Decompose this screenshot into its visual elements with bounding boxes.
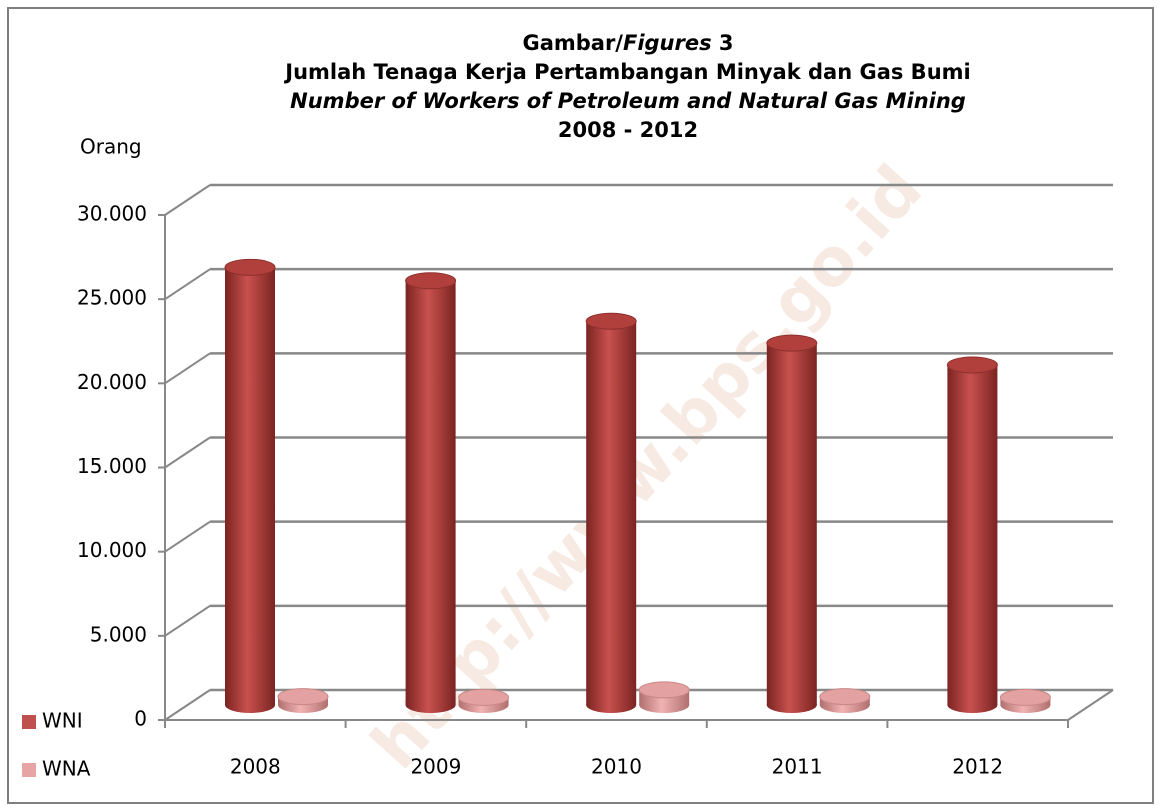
y-tick-label: 30.000 xyxy=(77,202,147,226)
grid-line xyxy=(164,436,211,469)
x-tick-label: 2008 xyxy=(230,755,281,779)
legend-swatch xyxy=(22,715,36,729)
chart-title: Gambar/Figures 3 xyxy=(522,31,733,55)
bar-top xyxy=(405,272,457,290)
bar-top xyxy=(819,688,871,706)
y-tick-label: 5.000 xyxy=(90,622,147,646)
legend-label: WNI xyxy=(42,709,83,733)
title-part: Figures xyxy=(623,31,712,55)
y-tick-label: 10.000 xyxy=(77,538,147,562)
title-part: Gambar/ xyxy=(522,31,623,55)
bar-top xyxy=(458,688,510,706)
title-part: 3 xyxy=(712,31,734,55)
grid-line xyxy=(164,184,211,216)
bar xyxy=(225,267,275,705)
bar xyxy=(405,280,456,705)
y-tick-label: 15.000 xyxy=(77,454,147,478)
x-tick-label: 2012 xyxy=(952,755,1003,779)
chart-title: Jumlah Tenaga Kerja Pertambangan Minyak … xyxy=(283,60,970,84)
bar-top xyxy=(999,688,1051,706)
bar-top xyxy=(766,334,818,352)
bar xyxy=(947,364,998,705)
grid-line xyxy=(164,605,211,637)
bar-top xyxy=(946,356,998,374)
bar-top xyxy=(277,688,329,706)
grid-line xyxy=(164,689,211,721)
bar-top xyxy=(585,312,637,330)
chart-title: Number of Workers of Petroleum and Natur… xyxy=(290,89,966,113)
chart-title: 2008 - 2012 xyxy=(558,118,698,142)
y-tick-label: 0 xyxy=(134,707,147,731)
legend-label: WNA xyxy=(42,757,91,781)
floor-edge xyxy=(1067,689,1114,721)
x-tick-label: 2011 xyxy=(772,755,823,779)
legend-swatch xyxy=(22,763,36,777)
bar xyxy=(766,343,817,705)
y-axis-label: Orang xyxy=(80,135,142,159)
bar-top xyxy=(224,258,276,276)
y-tick-label: 20.000 xyxy=(77,370,147,394)
x-tick-label: 2009 xyxy=(410,755,461,779)
bar xyxy=(586,321,637,705)
x-tick-label: 2010 xyxy=(591,755,642,779)
grid-line xyxy=(164,268,211,300)
y-tick-label: 25.000 xyxy=(77,286,147,310)
grid-line xyxy=(164,520,211,553)
grid-line xyxy=(164,352,211,385)
bar-top xyxy=(638,681,690,699)
